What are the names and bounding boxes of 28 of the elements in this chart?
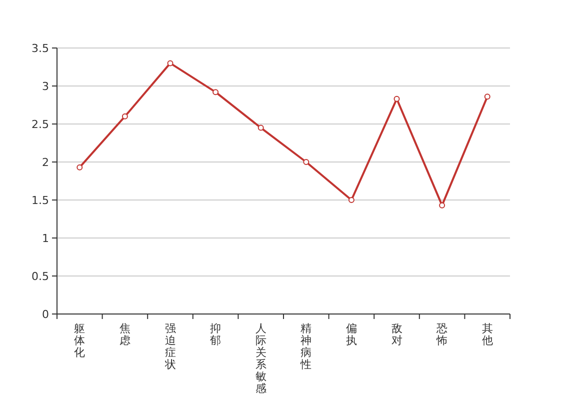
y-tick-label: 1 [42,232,49,245]
x-tick-label: 其他 [482,322,493,347]
point [122,113,128,120]
x-tick-label: 恐怖 [436,322,448,347]
y-tick-label: 2.5 [32,118,49,131]
y-tick-label: 0.5 [32,270,49,283]
point [303,159,310,165]
point [348,197,354,203]
point [258,124,264,131]
x-tick-label: 强迫症状 [164,322,176,371]
x-tick-label: 精神病性 [300,322,312,371]
x-tick-label: 抑郁 [210,322,222,347]
y-tick-label: 1.5 [32,194,49,207]
point [439,202,446,208]
x-tick-label: 躯体化 [74,322,86,359]
point [76,164,83,170]
point [484,94,490,100]
x-tick-label: 焦虑 [119,322,130,347]
x-tick-label: 偏执 [346,322,357,347]
point [394,96,400,102]
y-tick-label: 3.5 [32,42,49,55]
y-tick-label: 3 [42,80,49,93]
x-tick-label: 敌对 [391,322,402,347]
point [212,89,219,96]
x-tick-label: 人际关系敏感 [255,322,266,395]
point [167,60,174,66]
y-tick-label: 0 [42,308,49,321]
y-tick-label: 2 [42,156,49,169]
